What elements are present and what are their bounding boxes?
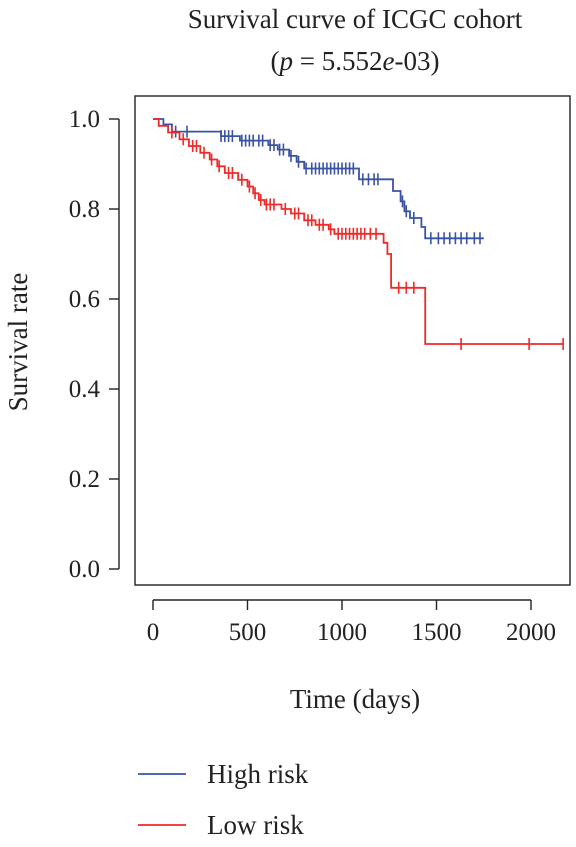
y-tick-label: 0.0 [69,556,100,583]
y-tick-label: 0.4 [69,376,101,403]
y-tick-label: 1.0 [69,106,100,133]
chart-subtitle: (p = 5.552e-03) [271,46,440,76]
x-tick-label: 0 [147,619,160,646]
x-tick-label: 1500 [412,619,462,646]
y-tick-label: 0.2 [69,466,100,493]
x-tick-label: 2000 [506,619,556,646]
legend: High risk Low risk [138,759,309,840]
series-line-high-risk [153,118,484,240]
series-line-low-risk [153,118,564,345]
series-layer [153,118,564,350]
y-axis: 0.0 0.2 0.4 0.6 0.8 1.0 [69,106,120,583]
legend-label-high-risk: High risk [207,759,309,789]
x-axis-label: Time (days) [290,684,420,714]
x-tick-label: 1000 [317,619,367,646]
chart-title: Survival curve of ICGC cohort [188,4,523,34]
x-axis: 0 500 1000 1500 2000 [147,599,556,646]
y-axis-label: Survival rate [3,273,33,412]
plot-frame [134,95,571,586]
y-tick-label: 0.6 [69,286,100,313]
x-tick-label: 500 [229,619,267,646]
y-tick-label: 0.8 [69,196,100,223]
legend-label-low-risk: Low risk [207,810,304,840]
